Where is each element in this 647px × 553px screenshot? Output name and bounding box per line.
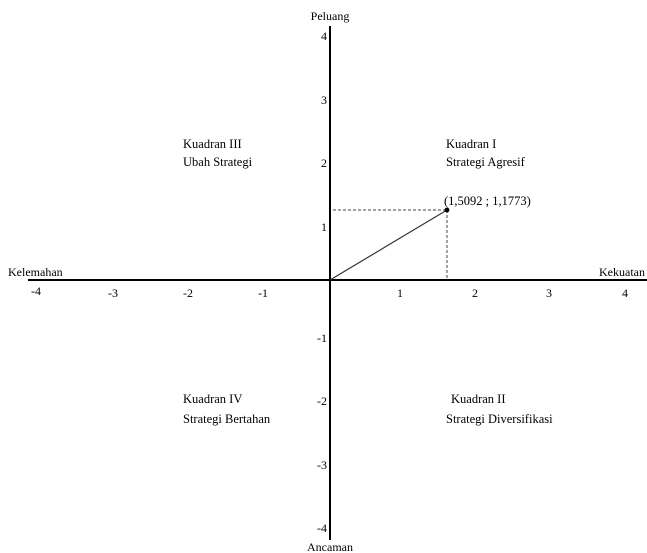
quadrant-4-strategy: Strategi Bertahan [183,412,271,426]
quadrant-2-name: Kuadran II [451,392,506,406]
x-tick-label-2: 2 [472,286,478,300]
quadrant-2-strategy: Strategi Diversifikasi [446,412,553,426]
x-axis-left-label: Kelemahan [8,265,63,279]
y-tick-label-3: 3 [321,93,327,107]
quadrant-1-strategy: Strategi Agresif [446,155,526,169]
y-tick-label-neg2: -2 [317,394,327,408]
x-tick-label-4: 4 [622,286,628,300]
position-point [444,207,450,213]
quadrant-4-name: Kuadran IV [183,392,242,406]
x-tick-label-neg1: -1 [258,286,268,300]
y-tick-label-neg1: -1 [317,331,327,345]
x-tick-label-neg2: -2 [183,286,193,300]
x-tick-label-3: 3 [546,286,552,300]
y-axis-bottom-label: Ancaman [307,540,353,553]
x-tick-label-neg3: -3 [108,286,118,300]
quadrant-3-strategy: Ubah Strategi [183,155,253,169]
y-tick-label-neg4: -4 [317,521,327,535]
y-tick-label-2: 2 [321,156,327,170]
x-axis-right-label: Kekuatan [599,265,645,279]
y-axis-top-label: Peluang [311,9,350,23]
x-tick-label-neg4: -4 [31,284,41,298]
x-tick-label-1: 1 [397,286,403,300]
quadrant-1-name: Kuadran I [446,137,496,151]
y-tick-label-neg3: -3 [317,458,327,472]
position-point-label: (1,5092 ; 1,1773) [444,194,531,208]
position-vector-line [329,209,448,281]
y-tick-label-4: 4 [321,29,327,43]
y-tick-label-1: 1 [321,220,327,234]
quadrant-3-name: Kuadran III [183,137,242,151]
